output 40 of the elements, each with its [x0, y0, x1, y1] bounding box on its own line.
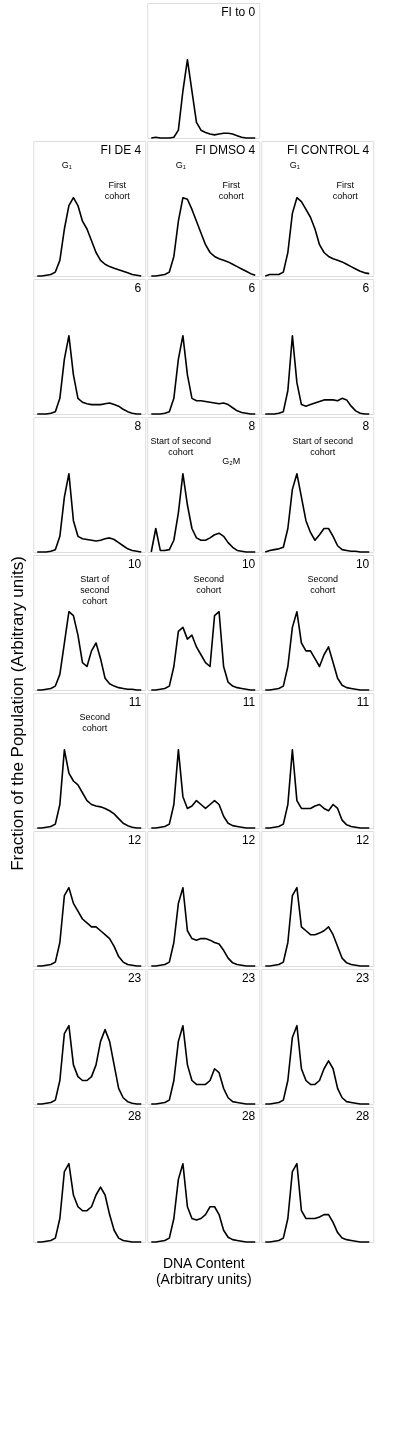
chart-title: 8 — [362, 419, 370, 433]
text: G₁ — [289, 160, 300, 170]
chart-title: 28 — [355, 1109, 370, 1123]
chart-title: 8 — [134, 419, 142, 433]
chart-title: 10 — [355, 557, 370, 571]
text: Second cohort — [79, 712, 111, 733]
chart-title: 8 — [248, 419, 256, 433]
text: G₁ — [175, 160, 186, 170]
chart-title: 11 — [242, 695, 256, 709]
chart-title: 23 — [355, 971, 370, 985]
chart-title: 28 — [127, 1109, 142, 1123]
x-axis-title: DNA Content (Arbitrary units) — [155, 1254, 252, 1287]
chart-title: 12 — [241, 833, 256, 847]
annotation: First cohort — [104, 180, 131, 201]
text: Second cohort — [307, 574, 339, 595]
chart-title: 12 — [355, 833, 370, 847]
chart-title: 12 — [127, 833, 142, 847]
chart-title: 11 — [356, 695, 370, 709]
text: G₂M — [222, 456, 241, 466]
chart-title: 28 — [241, 1109, 256, 1123]
chart-title: 23 — [241, 971, 256, 985]
chart-title: 10 — [241, 557, 256, 571]
chart-title: FI to 0 — [221, 5, 256, 19]
chart-title: FI CONTROL 4 — [287, 143, 370, 157]
text: Second cohort — [193, 574, 225, 595]
chart-title: 23 — [127, 971, 142, 985]
text: Start of second cohort — [150, 436, 212, 457]
chart-title: 10 — [127, 557, 142, 571]
chart-title: 6 — [134, 281, 142, 295]
chart-title: 6 — [362, 281, 370, 295]
text: G₁ — [61, 160, 72, 170]
chart-title: FI DMSO 4 — [195, 143, 256, 157]
text: Start of second cohort — [292, 436, 354, 457]
chart-title: 11 — [128, 695, 142, 709]
annotation: First cohort — [218, 180, 245, 201]
chart-title: 6 — [248, 281, 256, 295]
y-axis-title: Fraction of the Population (Arbitrary units) — [7, 556, 27, 871]
text: Start of second cohort — [80, 574, 110, 606]
chart-title: FI DE 4 — [100, 143, 142, 157]
annotation: First cohort — [332, 180, 359, 201]
